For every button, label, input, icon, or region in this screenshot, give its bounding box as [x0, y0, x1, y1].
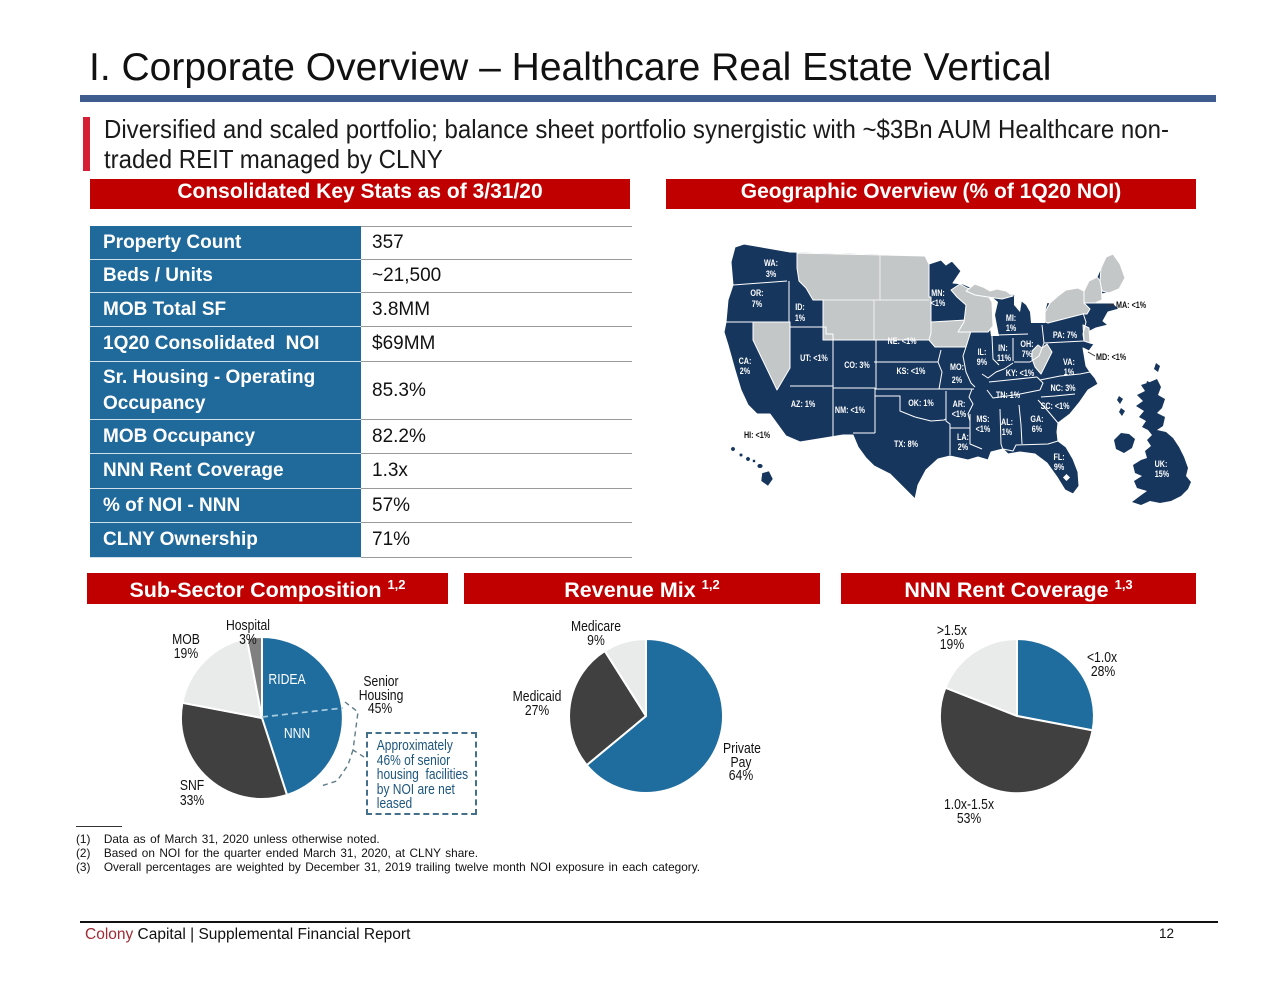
svg-text:ID:: ID: — [795, 302, 805, 312]
svg-text:Hospital: Hospital — [226, 617, 270, 633]
svg-text:9%: 9% — [1054, 462, 1065, 472]
svg-text:<1%: <1% — [952, 409, 967, 419]
svg-text:KY: <1%: KY: <1% — [1006, 368, 1035, 378]
svg-text:1%: 1% — [1064, 367, 1075, 377]
svg-text:RIDEA: RIDEA — [268, 671, 305, 687]
svg-text:<1.0x: <1.0x — [1087, 649, 1117, 665]
svg-text:1%: 1% — [795, 313, 806, 323]
svg-text:MD: <1%: MD: <1% — [1096, 352, 1127, 362]
svg-text:>1.5x: >1.5x — [937, 622, 967, 638]
svg-text:33%: 33% — [180, 792, 204, 808]
svg-text:Medicaid: Medicaid — [513, 688, 562, 704]
svg-text:KS: <1%: KS: <1% — [897, 366, 927, 376]
svg-text:Housing: Housing — [359, 687, 404, 703]
svg-text:MS:: MS: — [976, 414, 989, 424]
svg-text:9%: 9% — [587, 632, 605, 648]
svg-text:1.0x-1.5x: 1.0x-1.5x — [944, 796, 994, 812]
svg-text:AZ: 1%: AZ: 1% — [791, 399, 816, 409]
svg-text:3%: 3% — [766, 269, 777, 279]
svg-text:UT: <1%: UT: <1% — [800, 353, 828, 363]
svg-text:HI: <1%: HI: <1% — [744, 430, 771, 440]
svg-text:45%: 45% — [368, 700, 392, 716]
svg-text:MO:: MO: — [950, 362, 964, 372]
svg-text:AL:: AL: — [1001, 417, 1013, 427]
svg-text:MN:: MN: — [931, 288, 945, 298]
svg-text:NC: 3%: NC: 3% — [1050, 383, 1076, 393]
svg-text:7%: 7% — [1022, 349, 1033, 359]
svg-text:1%: 1% — [1006, 323, 1017, 333]
svg-text:SNF: SNF — [180, 777, 204, 793]
svg-text:64%: 64% — [729, 767, 753, 783]
svg-text:MOB: MOB — [172, 631, 200, 647]
svg-text:MI:: MI: — [1006, 313, 1016, 323]
svg-text:11%: 11% — [997, 353, 1012, 363]
svg-text:28%: 28% — [1091, 663, 1115, 679]
svg-text:IL:: IL: — [978, 347, 987, 357]
svg-text:OK: 1%: OK: 1% — [908, 398, 934, 408]
svg-text:TN: 1%: TN: 1% — [996, 390, 1021, 400]
svg-text:SC: <1%: SC: <1% — [1041, 401, 1071, 411]
svg-text:19%: 19% — [174, 645, 198, 661]
svg-text:NE: <1%: NE: <1% — [888, 336, 918, 346]
svg-text:3%: 3% — [239, 631, 257, 647]
svg-text:PA: 7%: PA: 7% — [1053, 330, 1078, 340]
svg-text:27%: 27% — [525, 702, 549, 718]
svg-text:6%: 6% — [1032, 424, 1043, 434]
svg-text:TX: 8%: TX: 8% — [894, 439, 919, 449]
svg-text:1%: 1% — [1002, 427, 1013, 437]
svg-text:7%: 7% — [752, 299, 763, 309]
svg-text:MA: <1%: MA: <1% — [1116, 300, 1147, 310]
svg-text:Private: Private — [723, 740, 761, 756]
svg-text:15%: 15% — [1155, 469, 1170, 479]
svg-text:Senior: Senior — [363, 673, 399, 689]
svg-text:GA:: GA: — [1030, 414, 1043, 424]
svg-text:2%: 2% — [740, 366, 751, 376]
svg-text:LA:: LA: — [957, 432, 969, 442]
svg-text:2%: 2% — [958, 442, 969, 452]
svg-text:NM: <1%: NM: <1% — [835, 405, 866, 415]
svg-text:WA:: WA: — [764, 258, 778, 268]
svg-text:FL:: FL: — [1053, 452, 1064, 462]
svg-text:OR:: OR: — [750, 288, 763, 298]
svg-text:Pay: Pay — [730, 754, 751, 770]
svg-text:53%: 53% — [957, 810, 981, 826]
svg-text:9%: 9% — [977, 357, 988, 367]
svg-text:OH:: OH: — [1020, 339, 1033, 349]
svg-text:IN:: IN: — [998, 343, 1008, 353]
svg-text:Medicare: Medicare — [571, 618, 621, 634]
svg-text:<1%: <1% — [931, 298, 946, 308]
svg-text:CO: 3%: CO: 3% — [844, 360, 870, 370]
svg-text:<1%: <1% — [976, 424, 991, 434]
svg-text:NNN: NNN — [284, 725, 310, 741]
svg-text:AR:: AR: — [953, 399, 966, 409]
svg-text:CA:: CA: — [739, 356, 752, 366]
svg-text:UK:: UK: — [1155, 459, 1168, 469]
svg-text:VA:: VA: — [1063, 357, 1075, 367]
svg-text:2%: 2% — [952, 375, 963, 385]
svg-text:19%: 19% — [940, 636, 964, 652]
